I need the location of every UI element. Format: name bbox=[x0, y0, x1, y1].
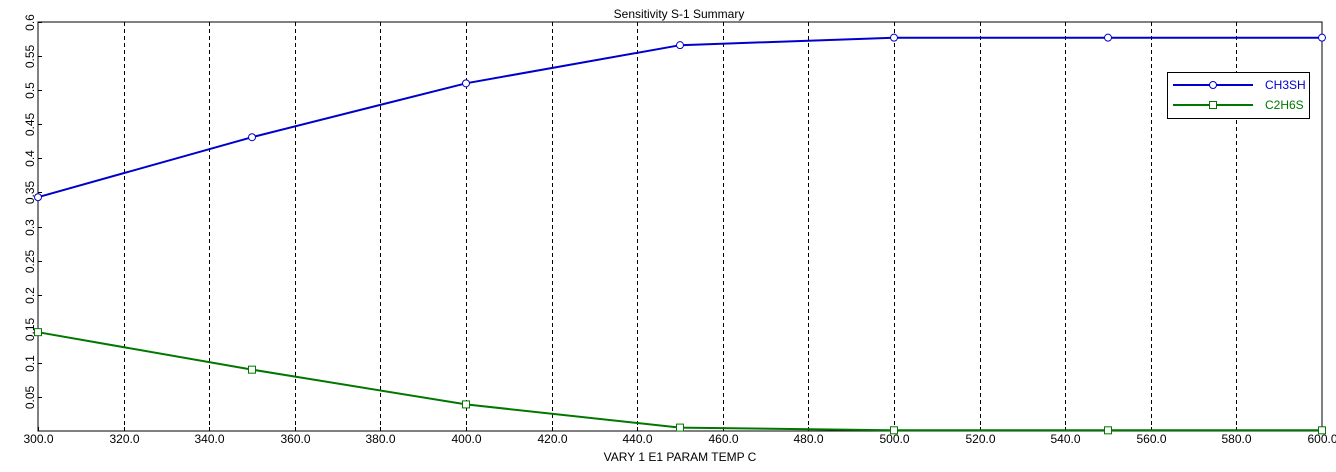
y-tick-label: 0.25 bbox=[23, 249, 37, 273]
legend-marker bbox=[1209, 81, 1217, 89]
data-point bbox=[890, 426, 898, 435]
x-tick-label: 600.0 bbox=[1307, 432, 1336, 446]
grid-lines bbox=[124, 22, 1237, 431]
y-tick-label: 0.45 bbox=[23, 112, 37, 136]
y-tick-label: 0.35 bbox=[23, 180, 37, 204]
data-point bbox=[1104, 33, 1112, 42]
series-ch3sh bbox=[34, 33, 1326, 202]
plot-frame bbox=[37, 21, 1323, 432]
data-point bbox=[34, 193, 42, 202]
y-tick-label: 0.15 bbox=[23, 317, 37, 341]
y-tick-label: 0.5 bbox=[23, 82, 37, 99]
x-tick-label: 400.0 bbox=[451, 432, 481, 446]
data-point bbox=[248, 133, 256, 142]
x-tick-label: 340.0 bbox=[194, 432, 224, 446]
legend-marker bbox=[1209, 101, 1217, 109]
x-tick-label: 580.0 bbox=[1221, 432, 1251, 446]
x-tick-label: 440.0 bbox=[622, 432, 652, 446]
series-c2h6s bbox=[34, 328, 1326, 435]
x-tick-label: 300.0 bbox=[23, 432, 53, 446]
x-tick-label: 380.0 bbox=[365, 432, 395, 446]
legend-item-c2h6s: C2H6S bbox=[1173, 98, 1304, 112]
data-point bbox=[462, 79, 470, 88]
y-tick-label: 0.3 bbox=[23, 219, 37, 236]
x-tick-label: 360.0 bbox=[280, 432, 310, 446]
x-tick-label: 460.0 bbox=[708, 432, 738, 446]
axes: 300.0 320.0 340.0 360.0 380.0 400.0 420.0 440.0… bbox=[23, 14, 1336, 446]
series-layer bbox=[34, 33, 1326, 435]
x-tick-label: 500.0 bbox=[879, 432, 909, 446]
chart-title: Sensitivity S-1 Summary bbox=[614, 7, 745, 21]
data-point bbox=[1318, 33, 1326, 42]
y-tick-label: 0.55 bbox=[23, 44, 37, 68]
x-axis-label: VARY 1 E1 PARAM TEMP C bbox=[604, 450, 757, 464]
y-tick-label: 0.05 bbox=[23, 385, 37, 409]
data-point bbox=[34, 328, 42, 337]
legend: CH3SH C2H6S bbox=[1167, 72, 1310, 119]
data-point bbox=[676, 41, 684, 50]
x-tick-label: 320.0 bbox=[109, 432, 139, 446]
series-line bbox=[37, 331, 1322, 432]
legend-item-ch3sh: CH3SH bbox=[1173, 78, 1306, 92]
data-point bbox=[890, 33, 898, 42]
legend-box bbox=[1167, 72, 1310, 119]
x-tick-label: 540.0 bbox=[1050, 432, 1080, 446]
x-tick-label: 560.0 bbox=[1136, 432, 1166, 446]
data-point bbox=[1318, 426, 1326, 435]
data-point bbox=[676, 423, 684, 432]
data-point bbox=[248, 365, 256, 374]
x-tick-label: 420.0 bbox=[537, 432, 567, 446]
legend-label: CH3SH bbox=[1265, 78, 1306, 92]
y-tick-label: 0.1 bbox=[23, 355, 37, 372]
y-tick-label: 0.2 bbox=[23, 287, 37, 304]
x-tick-label: 480.0 bbox=[793, 432, 823, 446]
y-tick-label: 0.6 bbox=[23, 14, 37, 31]
series-line bbox=[37, 36, 1322, 199]
y-tick-label: 0.4 bbox=[23, 150, 37, 167]
legend-label: C2H6S bbox=[1265, 98, 1304, 112]
data-point bbox=[1104, 426, 1112, 435]
x-tick-label: 520.0 bbox=[965, 432, 995, 446]
data-point bbox=[462, 400, 470, 409]
